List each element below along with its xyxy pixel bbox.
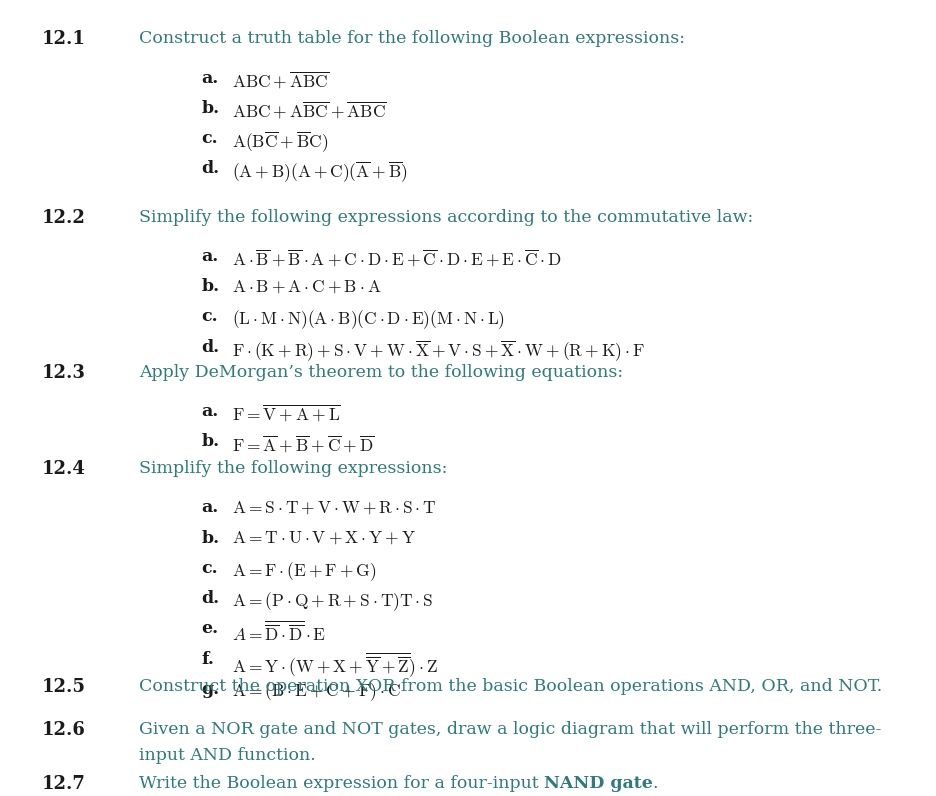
Text: $\mathrm{A}=\mathrm{S}\cdot\mathrm{T}+\mathrm{V}\cdot\mathrm{W}+\mathrm{R}\cdot\: $\mathrm{A}=\mathrm{S}\cdot\mathrm{T}+\m… bbox=[232, 500, 437, 517]
Text: $\mathrm{A}=(\mathrm{B}\cdot\mathrm{E}+\mathrm{C}+\mathrm{F})\cdot\mathrm{C}$: $\mathrm{A}=(\mathrm{B}\cdot\mathrm{E}+\… bbox=[232, 681, 401, 704]
Text: 12.4: 12.4 bbox=[42, 460, 86, 478]
Text: a.: a. bbox=[201, 248, 218, 265]
Text: input AND function.: input AND function. bbox=[139, 747, 315, 764]
Text: $\mathrm{F}=\overline{\mathrm{A}}+\overline{\mathrm{B}}+\overline{\mathrm{C}}+\o: $\mathrm{F}=\overline{\mathrm{A}}+\overl… bbox=[232, 433, 374, 455]
Text: $(\mathrm{A}+\mathrm{B})(\mathrm{A}+\mathrm{C})(\overline{\mathrm{A}}+\overline{: $(\mathrm{A}+\mathrm{B})(\mathrm{A}+\mat… bbox=[232, 160, 408, 185]
Text: d.: d. bbox=[201, 338, 219, 356]
Text: $\mathrm{A}=\mathrm{Y}\cdot(\mathrm{W}+\mathrm{X}+\overline{\overline{\mathrm{Y}: $\mathrm{A}=\mathrm{Y}\cdot(\mathrm{W}+\… bbox=[232, 650, 438, 680]
Text: Write the Boolean expression for a four-input: Write the Boolean expression for a four-… bbox=[139, 775, 543, 792]
Text: f.: f. bbox=[201, 650, 214, 668]
Text: Construct the operation XOR from the basic Boolean operations AND, OR, and NOT.: Construct the operation XOR from the bas… bbox=[139, 678, 881, 695]
Text: $\mathrm{A}=\mathrm{F}\cdot(\mathrm{E}+\mathrm{F}+\mathrm{G})$: $\mathrm{A}=\mathrm{F}\cdot(\mathrm{E}+\… bbox=[232, 560, 376, 583]
Text: g.: g. bbox=[201, 681, 219, 698]
Text: Apply DeMorgan’s theorem to the following equations:: Apply DeMorgan’s theorem to the followin… bbox=[139, 364, 622, 380]
Text: 12.1: 12.1 bbox=[42, 30, 86, 49]
Text: d.: d. bbox=[201, 590, 219, 607]
Text: $\mathrm{ABC}+\overline{\mathrm{ABC}}$: $\mathrm{ABC}+\overline{\mathrm{ABC}}$ bbox=[232, 69, 329, 91]
Text: b.: b. bbox=[201, 100, 219, 117]
Text: 12.5: 12.5 bbox=[42, 678, 86, 696]
Text: a.: a. bbox=[201, 69, 218, 87]
Text: $\mathrm{F}\cdot(\mathrm{K}+\mathrm{R})+\mathrm{S}\cdot\mathrm{V}+\mathrm{W}\cdo: $\mathrm{F}\cdot(\mathrm{K}+\mathrm{R})+… bbox=[232, 338, 645, 364]
Text: $\mathrm{F}=\overline{\mathrm{V}+\mathrm{A}+\mathrm{L}}$: $\mathrm{F}=\overline{\mathrm{V}+\mathrm… bbox=[232, 403, 341, 423]
Text: $A=\overline{\overline{\mathrm{D}}\cdot\overline{\mathrm{D}}}\cdot\mathrm{E}$: $A=\overline{\overline{\mathrm{D}}\cdot\… bbox=[232, 620, 327, 645]
Text: $(\mathrm{L}\cdot\mathrm{M}\cdot\mathrm{N})(\mathrm{A}\cdot\mathrm{B})(\mathrm{C: $(\mathrm{L}\cdot\mathrm{M}\cdot\mathrm{… bbox=[232, 308, 505, 331]
Text: $\mathrm{A}=(\mathrm{P}\cdot\mathrm{Q}+\mathrm{R}+\mathrm{S}\cdot\mathrm{T})\mat: $\mathrm{A}=(\mathrm{P}\cdot\mathrm{Q}+\… bbox=[232, 590, 433, 613]
Text: $\mathrm{A}(\mathrm{B}\overline{\mathrm{C}}+\overline{\mathrm{B}}\mathrm{C})$: $\mathrm{A}(\mathrm{B}\overline{\mathrm{… bbox=[232, 130, 329, 155]
Text: a.: a. bbox=[201, 500, 218, 517]
Text: 12.2: 12.2 bbox=[42, 209, 86, 227]
Text: c.: c. bbox=[201, 308, 218, 326]
Text: $\mathrm{A}=\mathrm{T}\cdot\mathrm{U}\cdot\mathrm{V}+\mathrm{X}\cdot\mathrm{Y}+\: $\mathrm{A}=\mathrm{T}\cdot\mathrm{U}\cd… bbox=[232, 529, 416, 547]
Text: Construct a truth table for the following Boolean expressions:: Construct a truth table for the followin… bbox=[139, 30, 684, 47]
Text: Simplify the following expressions:: Simplify the following expressions: bbox=[139, 460, 446, 477]
Text: Simplify the following expressions according to the commutative law:: Simplify the following expressions accor… bbox=[139, 209, 753, 225]
Text: Given a NOR gate and NOT gates, draw a logic diagram that will perform the three: Given a NOR gate and NOT gates, draw a l… bbox=[139, 721, 880, 738]
Text: $\mathrm{A}\cdot\mathrm{B}+\mathrm{A}\cdot\mathrm{C}+\mathrm{B}\cdot\mathrm{A}$: $\mathrm{A}\cdot\mathrm{B}+\mathrm{A}\cd… bbox=[232, 278, 382, 295]
Text: NAND gate: NAND gate bbox=[543, 775, 652, 792]
Text: 12.6: 12.6 bbox=[42, 721, 86, 739]
Text: $\mathrm{ABC}+\mathrm{A}\overline{\mathrm{BC}}+\overline{\mathrm{ABC}}$: $\mathrm{ABC}+\mathrm{A}\overline{\mathr… bbox=[232, 100, 387, 121]
Text: b.: b. bbox=[201, 529, 219, 547]
Text: c.: c. bbox=[201, 130, 218, 147]
Text: .: . bbox=[652, 775, 657, 792]
Text: 12.7: 12.7 bbox=[42, 775, 86, 794]
Text: d.: d. bbox=[201, 160, 219, 178]
Text: b.: b. bbox=[201, 278, 219, 295]
Text: $\mathrm{A}\cdot\overline{\mathrm{B}}+\overline{\mathrm{B}}\cdot\mathrm{A}+\math: $\mathrm{A}\cdot\overline{\mathrm{B}}+\o… bbox=[232, 248, 562, 269]
Text: c.: c. bbox=[201, 560, 218, 577]
Text: b.: b. bbox=[201, 433, 219, 451]
Text: e.: e. bbox=[201, 620, 218, 638]
Text: 12.3: 12.3 bbox=[42, 364, 86, 382]
Text: a.: a. bbox=[201, 403, 218, 420]
